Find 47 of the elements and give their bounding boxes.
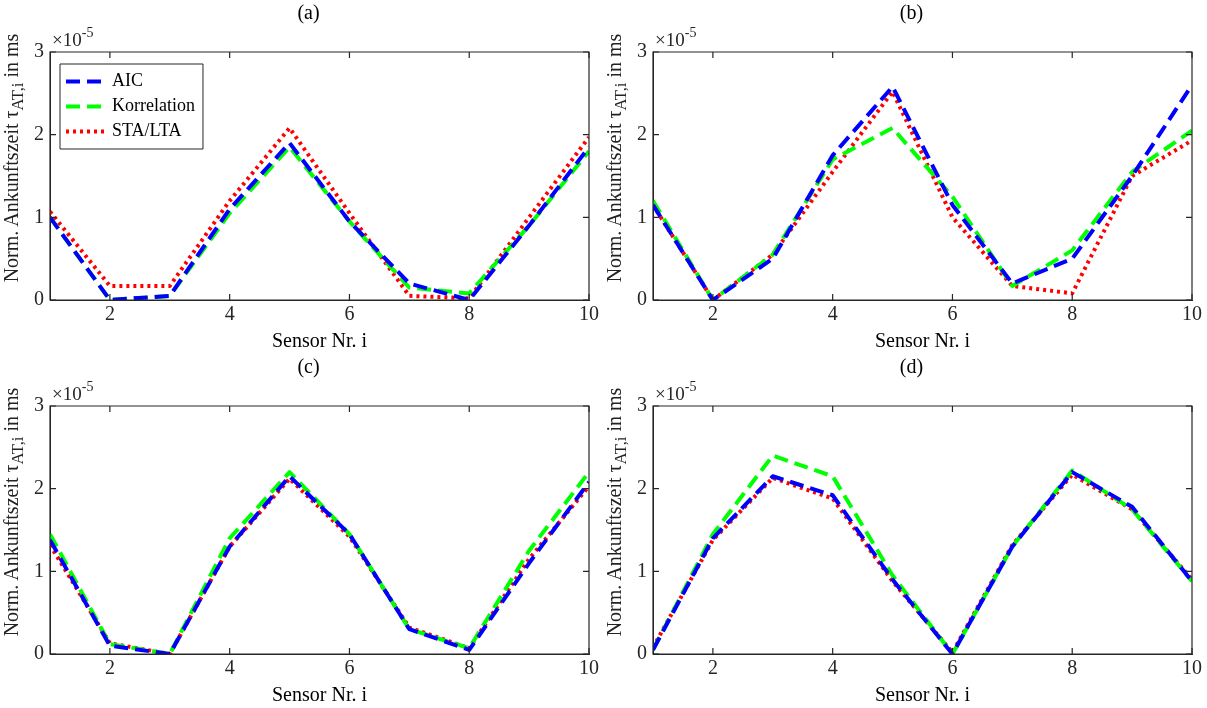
- y-tick-label: 2: [34, 475, 44, 498]
- y-tick-label: 1: [637, 558, 647, 581]
- x-tick-label: 10: [579, 656, 599, 679]
- x-axis-title: Sensor Nr. i: [272, 683, 368, 706]
- x-tick-label: 10: [1182, 302, 1202, 325]
- chart-title: (c): [297, 355, 320, 379]
- x-tick-label: 6: [947, 656, 958, 679]
- chart-title: (b): [899, 1, 924, 25]
- y-tick-label: 0: [637, 641, 647, 664]
- x-tick-label: 2: [707, 302, 718, 325]
- x-tick-label: 4: [827, 302, 838, 325]
- x-tick-label: 8: [464, 302, 475, 325]
- y-tick-label: 1: [34, 204, 44, 227]
- x-axis-title: Sensor Nr. i: [875, 683, 971, 706]
- legend-label: STA/LTA: [112, 120, 182, 141]
- y-tick-label: 1: [637, 204, 647, 227]
- x-axis-title: Sensor Nr. i: [875, 329, 971, 352]
- x-tick-label: 8: [1067, 656, 1078, 679]
- y-tick-label: 0: [637, 287, 647, 310]
- x-tick-label: 2: [707, 656, 718, 679]
- x-tick-label: 6: [344, 656, 355, 679]
- x-tick-label: 4: [827, 656, 838, 679]
- y-tick-label: 0: [34, 641, 44, 664]
- x-tick-label: 6: [344, 302, 355, 325]
- x-tick-label: 8: [1067, 302, 1078, 325]
- x-tick-label: 2: [104, 656, 115, 679]
- x-tick-label: 4: [224, 302, 235, 325]
- y-tick-label: 2: [637, 475, 647, 498]
- y-tick-label: 1: [34, 558, 44, 581]
- y-tick-label: 3: [34, 39, 44, 62]
- x-axis-title: Sensor Nr. i: [272, 329, 368, 352]
- y-tick-label: 3: [637, 393, 647, 416]
- x-tick-label: 2: [104, 302, 115, 325]
- y-tick-label: 3: [637, 39, 647, 62]
- y-tick-label: 2: [637, 121, 647, 144]
- x-tick-label: 10: [1182, 656, 1202, 679]
- legend-label: AIC: [112, 70, 143, 91]
- x-tick-label: 10: [579, 302, 599, 325]
- chart-title: (a): [297, 1, 320, 25]
- legend-label: Korrelation: [112, 95, 195, 116]
- x-tick-label: 4: [224, 656, 235, 679]
- x-tick-label: 6: [947, 302, 958, 325]
- x-tick-label: 8: [464, 656, 475, 679]
- y-tick-label: 3: [34, 393, 44, 416]
- chart-title: (d): [899, 355, 924, 379]
- y-tick-label: 2: [34, 121, 44, 144]
- y-tick-label: 0: [34, 287, 44, 310]
